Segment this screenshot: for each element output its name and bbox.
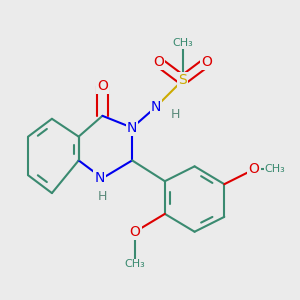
Text: CH₃: CH₃ [125,260,146,269]
Text: N: N [127,121,137,135]
Text: H: H [171,108,180,121]
Text: H: H [98,190,107,203]
Text: O: O [130,225,141,239]
Text: O: O [97,79,108,93]
Text: N: N [94,171,105,185]
Text: O: O [249,162,260,176]
Text: O: O [154,55,164,69]
Text: CH₃: CH₃ [172,38,193,48]
Text: N: N [151,100,161,114]
Text: O: O [201,55,212,69]
Text: S: S [178,73,187,87]
Text: CH₃: CH₃ [265,164,285,174]
